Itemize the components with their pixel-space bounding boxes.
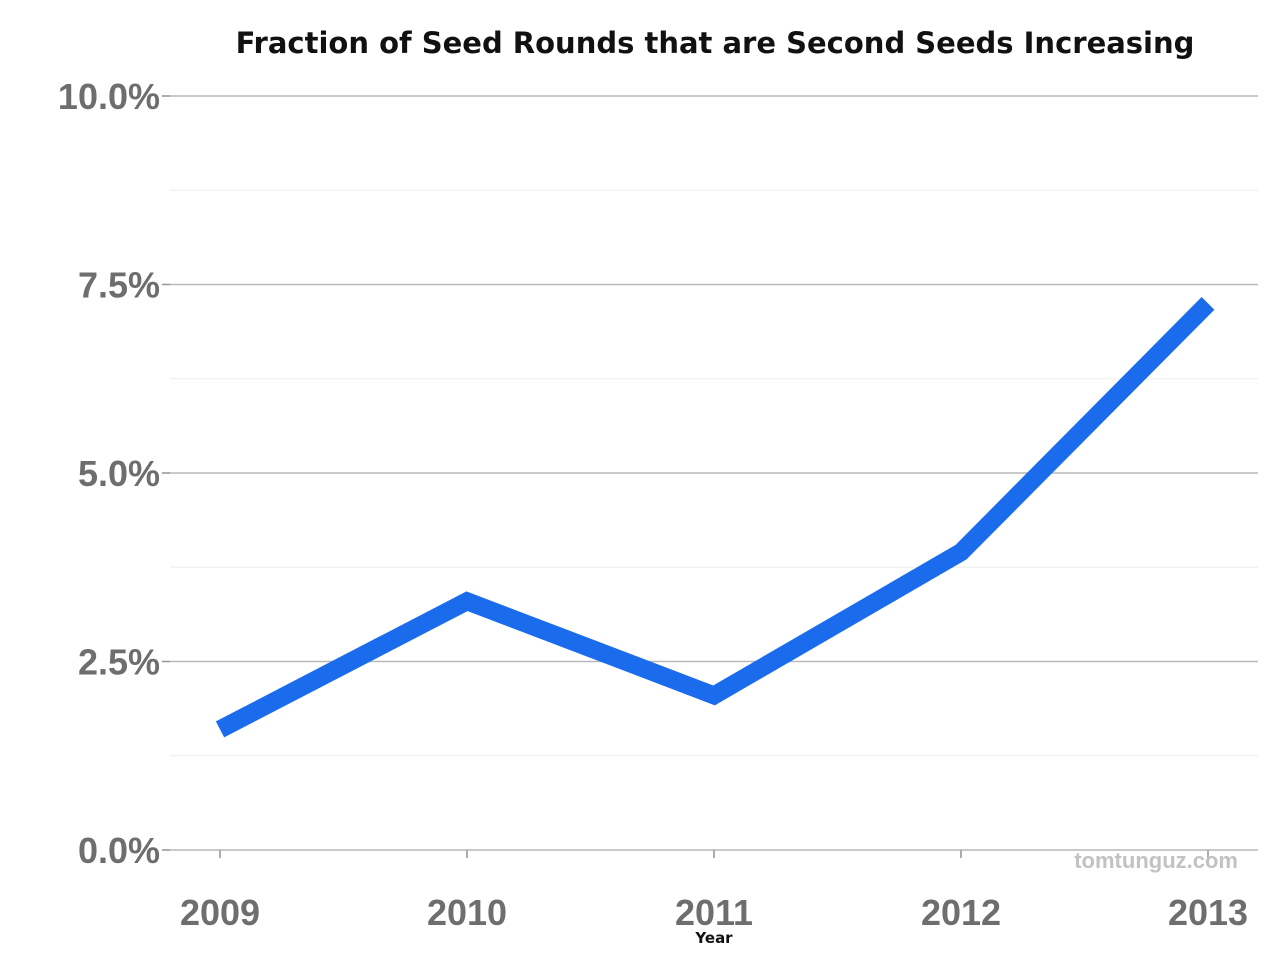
- axis-ticks: [162, 95, 1209, 858]
- y-tick-label: 7.5%: [78, 265, 160, 306]
- x-tick-label: 2009: [180, 892, 260, 933]
- x-tick-label: 2011: [675, 892, 753, 933]
- y-tick-label: 0.0%: [78, 830, 160, 871]
- y-tick-label: 2.5%: [78, 642, 160, 683]
- chart-title: Fraction of Seed Rounds that are Second …: [236, 26, 1195, 60]
- x-tick-label: 2010: [427, 892, 507, 933]
- watermark: tomtunguz.com: [1074, 848, 1238, 873]
- x-tick-label: 2013: [1168, 892, 1248, 933]
- series-lines: [215, 297, 1215, 738]
- gridlines: [170, 95, 1258, 851]
- y-tick-label: 10.0%: [58, 76, 160, 117]
- series-line: [215, 297, 1215, 738]
- y-tick-label: 5.0%: [78, 453, 160, 494]
- x-axis-label: Year: [694, 929, 733, 947]
- x-tick-label: 2012: [921, 892, 1001, 933]
- tick-labels: 0.0% 2.5% 5.0% 7.5% 10.0% 2009 2010 2011 2012 201…: [58, 76, 1248, 933]
